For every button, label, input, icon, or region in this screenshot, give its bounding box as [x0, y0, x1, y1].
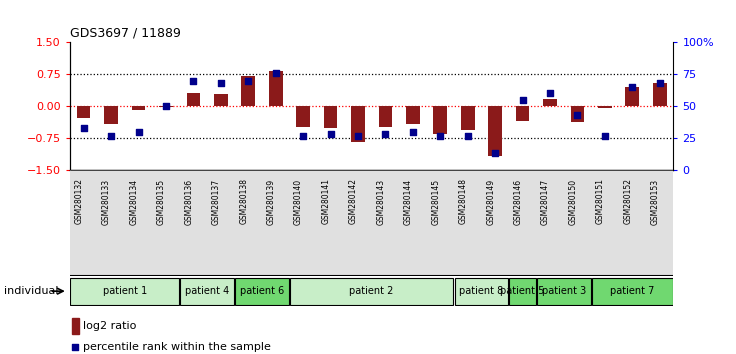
Text: GSM280133: GSM280133 — [102, 178, 111, 224]
Bar — [186, 93, 200, 106]
Text: GSM280146: GSM280146 — [514, 178, 523, 224]
Bar — [77, 106, 91, 118]
Point — [215, 80, 227, 86]
Bar — [434, 106, 447, 134]
Bar — [537, 278, 590, 305]
Point — [517, 97, 528, 103]
Bar — [351, 106, 365, 142]
Text: patient 6: patient 6 — [240, 286, 284, 296]
Bar — [592, 278, 673, 305]
Bar — [461, 106, 475, 130]
Text: GSM280149: GSM280149 — [486, 178, 495, 224]
Text: GSM280136: GSM280136 — [184, 178, 194, 224]
Text: GSM280138: GSM280138 — [239, 178, 248, 224]
Text: patient 8: patient 8 — [459, 286, 503, 296]
Bar — [132, 106, 146, 110]
Text: GSM280148: GSM280148 — [459, 178, 467, 224]
Point — [434, 133, 446, 138]
Text: GSM280140: GSM280140 — [294, 178, 303, 224]
Text: patient 3: patient 3 — [542, 286, 586, 296]
Bar — [241, 76, 255, 106]
Bar — [72, 318, 79, 334]
Bar — [324, 106, 337, 128]
Point — [599, 133, 611, 138]
Bar — [296, 106, 310, 127]
Bar — [159, 106, 173, 107]
Point — [325, 131, 336, 137]
Text: GSM280151: GSM280151 — [596, 178, 605, 224]
Point — [352, 133, 364, 138]
Bar — [235, 278, 289, 305]
Text: GSM280152: GSM280152 — [623, 178, 632, 224]
Text: GSM280143: GSM280143 — [376, 178, 386, 224]
Text: GSM280137: GSM280137 — [212, 178, 221, 224]
Point — [461, 133, 473, 138]
Bar — [214, 94, 227, 106]
Bar — [570, 106, 584, 122]
Text: GSM280139: GSM280139 — [266, 178, 276, 224]
Text: GSM280134: GSM280134 — [130, 178, 138, 224]
Point — [572, 112, 584, 118]
Bar — [488, 106, 502, 156]
Point — [188, 78, 199, 84]
Bar — [269, 71, 283, 106]
Text: GSM280145: GSM280145 — [431, 178, 440, 224]
Point — [407, 129, 419, 135]
Text: patient 2: patient 2 — [350, 286, 394, 296]
Point — [489, 150, 501, 156]
Bar — [378, 106, 392, 127]
Bar — [455, 278, 509, 305]
Text: log2 ratio: log2 ratio — [83, 321, 137, 331]
Bar — [516, 106, 529, 121]
Point — [297, 133, 309, 138]
Text: patient 4: patient 4 — [185, 286, 229, 296]
Bar — [290, 278, 453, 305]
Point — [105, 133, 117, 138]
Bar — [71, 278, 179, 305]
Bar — [626, 87, 639, 106]
Bar — [180, 278, 234, 305]
Bar — [653, 83, 667, 106]
Text: GSM280144: GSM280144 — [404, 178, 413, 224]
Text: patient 1: patient 1 — [102, 286, 147, 296]
Text: percentile rank within the sample: percentile rank within the sample — [83, 342, 271, 352]
Point — [78, 125, 90, 131]
Bar — [598, 106, 612, 108]
Text: GSM280132: GSM280132 — [74, 178, 84, 224]
Text: GSM280147: GSM280147 — [541, 178, 550, 224]
Bar — [105, 106, 118, 124]
Text: GSM280141: GSM280141 — [322, 178, 330, 224]
Point — [654, 80, 665, 86]
Point — [380, 131, 392, 137]
Text: GSM280150: GSM280150 — [568, 178, 578, 224]
Point — [132, 129, 144, 135]
Text: GSM280135: GSM280135 — [157, 178, 166, 224]
Bar — [509, 278, 536, 305]
Text: patient 5: patient 5 — [500, 286, 545, 296]
Bar — [406, 106, 420, 124]
Bar — [543, 98, 557, 106]
Text: GSM280142: GSM280142 — [349, 178, 358, 224]
Text: GDS3697 / 11889: GDS3697 / 11889 — [70, 27, 181, 40]
Text: GSM280153: GSM280153 — [651, 178, 659, 224]
Point — [626, 84, 638, 90]
Point — [270, 70, 282, 76]
Point — [160, 103, 171, 109]
Text: individual: individual — [4, 286, 58, 296]
Text: patient 7: patient 7 — [610, 286, 654, 296]
Point — [242, 78, 254, 84]
Point — [69, 344, 81, 350]
Point — [544, 91, 556, 96]
